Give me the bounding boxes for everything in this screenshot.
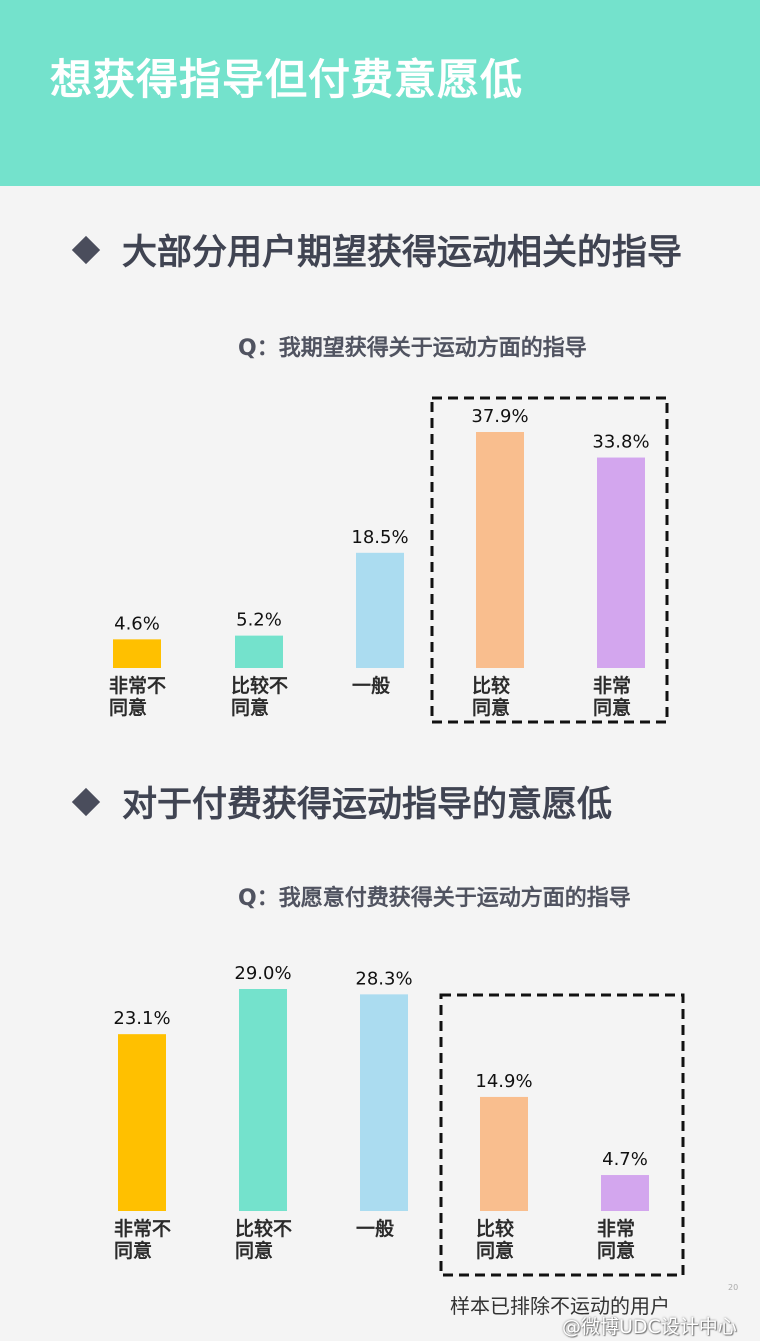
chart-2-question: Q：我愿意付费获得关于运动方面的指导 [238,886,631,911]
chart-2-bar-2 [360,994,408,1211]
section-heading-2-text: 对于付费获得运动指导的意愿低 [122,785,613,825]
chart-2-highlight-box [439,993,685,1277]
chart-1-category-label-0: 非常不 [109,674,166,697]
chart-2-data-label-3: 14.9% [475,1071,532,1092]
chart-2-category-label-4: 非常 [597,1217,635,1240]
chart-1-data-label-1: 5.2% [236,610,282,631]
chart-2-bar-3 [480,1096,528,1211]
chart-2-data-label-2: 28.3% [355,968,412,989]
chart-2-data-label-4: 4.7% [602,1149,648,1170]
chart-2-category-label-1: 比较不 [235,1217,292,1240]
chart-1-category-label-0: 同意 [109,696,147,719]
chart-2-category-label-2: 一般 [356,1217,394,1240]
header-banner: 想获得指导但付费意愿低 [0,0,760,186]
chart-1-data-label-0: 4.6% [114,613,160,634]
chart-2-category-label-3: 比较 [476,1217,514,1240]
chart-1-question: Q：我期望获得关于运动方面的指导 [238,336,587,361]
diamond-bullet-icon [71,235,101,264]
chart-1-bar-1 [235,635,283,668]
chart-2-bar-0 [118,1034,166,1211]
chart-1-category-label-1: 同意 [231,696,269,719]
chart-2-category-label-3: 同意 [476,1239,514,1262]
chart-2-category-label-1: 同意 [235,1239,273,1262]
chart-1-category-label-3: 同意 [472,696,510,719]
chart-2-category-label-4: 同意 [597,1239,635,1262]
watermark: @微博UDC设计中心 [562,1316,737,1338]
chart-2-bar-4 [601,1175,649,1211]
chart-2-bar-1 [239,989,287,1211]
chart-1-category-label-3: 比较 [472,674,510,697]
section-heading-2: 对于付费获得运动指导的意愿低 [71,776,613,827]
page-title: 想获得指导但付费意愿低 [50,55,524,104]
chart-1-category-label-1: 比较不 [231,674,288,697]
chart-1-bar-0 [113,639,161,668]
chart-2-data-label-1: 29.0% [234,963,291,984]
chart-1: 4.6%非常不同意5.2%比较不同意18.5%一般37.9%比较同意33.8%非… [109,396,669,724]
chart-1-data-label-2: 18.5% [351,527,408,548]
page-number: 20 [728,1283,739,1292]
diamond-bullet-icon [71,787,101,816]
chart-2-category-label-0: 同意 [114,1239,152,1262]
chart-2-category-label-0: 非常不 [114,1217,171,1240]
section-heading-1-text: 大部分用户期望获得运动相关的指导 [122,233,683,273]
chart-1-data-label-3: 37.9% [471,406,528,427]
chart-2-data-label-0: 23.1% [113,1008,170,1029]
chart-1-bar-3 [476,432,524,668]
chart-1-category-label-4: 同意 [593,696,631,719]
chart-1-bar-2 [356,552,404,668]
chart-1-category-label-2: 一般 [352,674,390,697]
chart-1-highlight-box [430,396,669,724]
section-heading-1: 大部分用户期望获得运动相关的指导 [71,224,683,275]
chart-1-category-label-4: 非常 [593,674,631,697]
chart-1-data-label-4: 33.8% [592,432,649,453]
footnote: 样本已排除不运动的用户 [450,1294,670,1318]
chart-1-bar-4 [597,457,645,668]
chart-2: 23.1%非常不同意29.0%比较不同意28.3%一般14.9%比较同意4.7%… [113,963,685,1277]
